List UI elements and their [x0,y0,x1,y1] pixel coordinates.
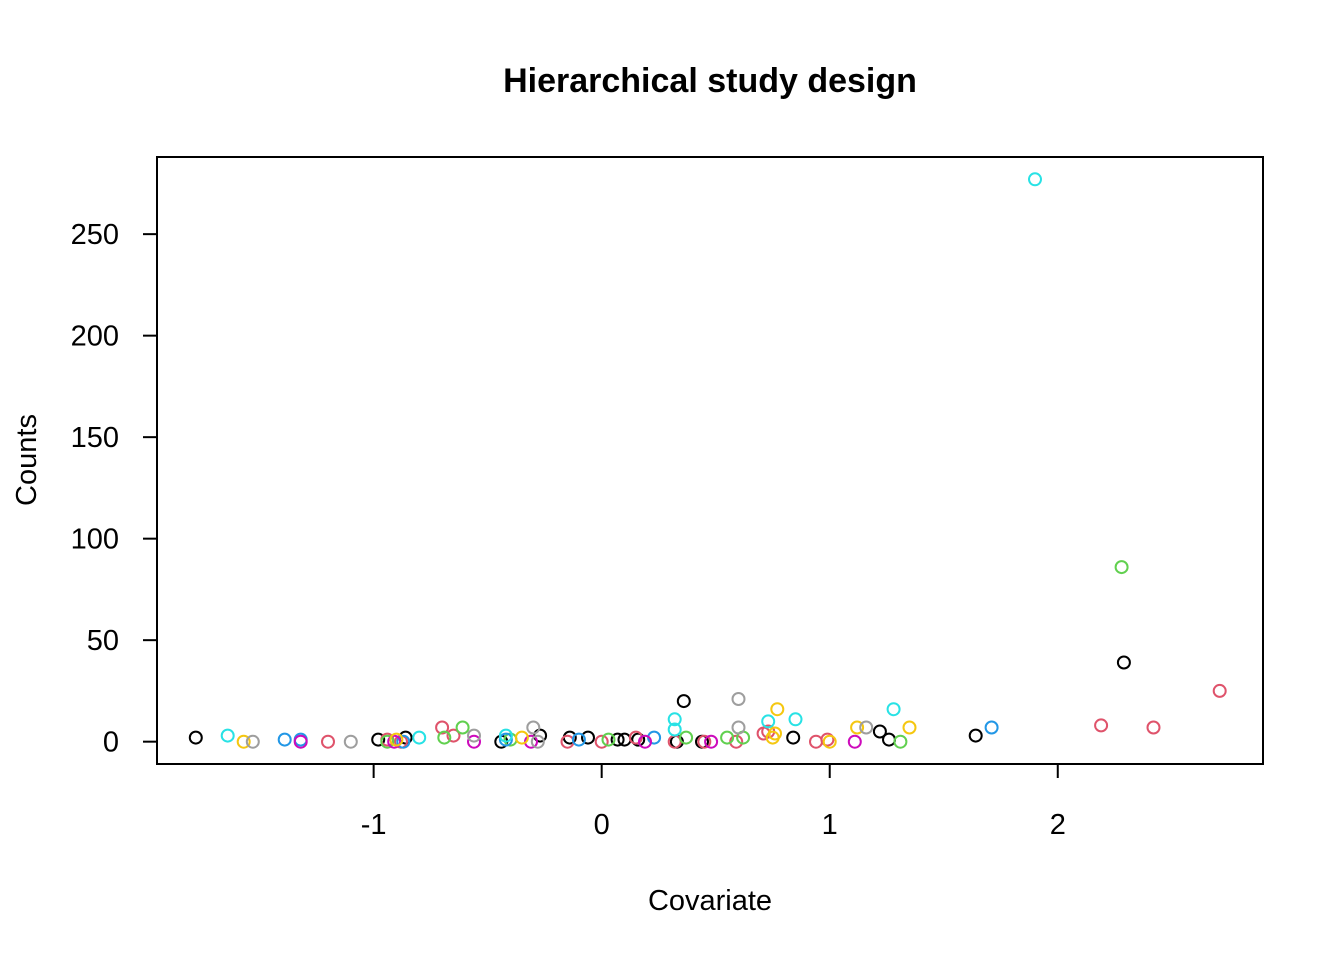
x-axis-label: Covariate [648,885,772,917]
data-point [446,728,461,743]
data-point [697,734,712,749]
x-tick-label: 1 [822,809,838,841]
data-point [847,734,862,749]
data-point [731,692,746,706]
data-point [467,728,481,743]
data-point [768,726,782,741]
data-point [594,734,609,749]
data-point [893,734,908,749]
data-point [676,694,691,709]
data-point [850,720,865,735]
data-point [277,732,292,747]
data-point [820,732,835,747]
data-point [872,724,887,739]
data-point [786,730,801,745]
data-point [1116,655,1131,670]
data-point [435,720,450,735]
data-point [571,732,586,747]
data-point [387,734,402,749]
data-point [809,734,823,749]
data-point [581,730,595,745]
data-point [245,734,260,749]
data-point [882,732,896,747]
data-point [731,720,746,735]
data-point [560,734,575,749]
x-axis: -1 0 1 2 [361,763,1066,841]
data-point [859,720,874,735]
data-point [679,730,694,745]
data-point [968,728,983,743]
chart-title: Hierarchical study design [503,62,917,100]
data-point [526,720,541,735]
x-tick-label: 2 [1050,809,1066,841]
data-point [886,702,901,717]
y-tick-label: 100 [71,524,119,556]
y-tick-label: 0 [103,727,119,759]
data-point [514,730,529,745]
data-point [902,720,917,735]
data-point [1212,683,1227,698]
data-point [467,734,481,749]
data-point [412,730,427,745]
x-tick-label: -1 [361,809,387,841]
y-tick-label: 150 [71,422,119,454]
data-point [638,734,652,749]
data-point [761,714,776,729]
data-point [667,712,682,727]
y-tick-label: 200 [71,321,119,353]
data-point [530,734,545,749]
data-point [455,720,470,735]
data-point [389,732,404,747]
data-point [631,732,646,747]
data-point [822,734,837,749]
data-point [610,732,625,747]
data-point [371,732,386,747]
y-axis: 0 50 100 150 200 250 [71,219,158,759]
data-point [788,712,803,727]
y-tick-label: 250 [71,219,119,251]
data-point [437,730,452,745]
data-point [293,734,308,749]
data-point [188,730,203,745]
x-tick-label: 0 [594,809,610,841]
data-point [770,702,785,717]
data-point [1094,718,1109,733]
data-point [601,732,616,747]
data-point [236,734,251,749]
y-tick-label: 50 [87,625,119,657]
data-point [220,728,235,743]
data-point [1146,720,1161,735]
data-point [720,730,735,745]
data-point [1028,172,1042,187]
data-point [667,722,682,737]
data-point [704,734,719,749]
data-point [343,734,358,749]
data-point [1114,560,1129,575]
data-point [498,732,513,747]
data-point [380,734,395,749]
data-point [498,728,513,743]
data-points [188,172,1227,749]
data-point [321,734,335,749]
plot-frame [156,156,1264,765]
data-point [984,720,999,735]
y-axis-label: Counts [11,414,43,506]
data-point [396,734,411,749]
